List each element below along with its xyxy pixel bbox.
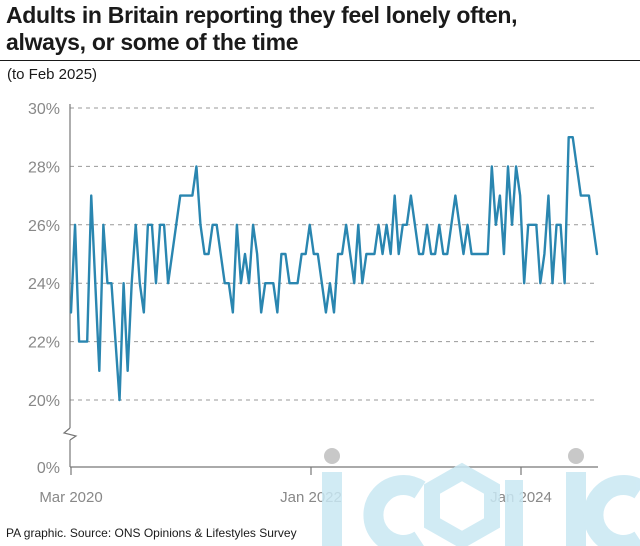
x-axis-labels: Mar 2020 Jan 2022 Jan 2024 bbox=[39, 489, 552, 506]
y-tick-label-0: 0% bbox=[37, 460, 60, 477]
x-tick-label-2: Jan 2024 bbox=[490, 489, 552, 506]
y-tick-label-24: 24% bbox=[28, 276, 60, 293]
y-axis-labels: 20% 22% 24% 26% 28% 30% 0% bbox=[28, 101, 60, 477]
gridlines bbox=[70, 107, 598, 401]
chart-title: Adults in Britain reporting they feel lo… bbox=[6, 2, 636, 56]
chart-subtitle: (to Feb 2025) bbox=[7, 66, 98, 83]
series-lines bbox=[69, 135, 599, 402]
y-tick-label-28: 28% bbox=[28, 159, 60, 176]
y-tick-label-26: 26% bbox=[28, 218, 60, 235]
chart-title-line-1: Adults in Britain reporting they feel lo… bbox=[6, 2, 518, 28]
title-divider bbox=[0, 60, 640, 61]
chart-title-line-2: always, or some of the time bbox=[6, 29, 299, 55]
source-note: PA graphic. Source: ONS Opinions & Lifes… bbox=[6, 526, 297, 540]
series-line-0 bbox=[69, 135, 599, 402]
axes bbox=[62, 104, 598, 475]
x-tick-label-0: Mar 2020 bbox=[39, 489, 102, 506]
y-tick-label-20: 20% bbox=[28, 393, 60, 410]
y-tick-label-22: 22% bbox=[28, 335, 60, 352]
y-axis-break bbox=[62, 427, 78, 441]
x-tick-label-1: Jan 2022 bbox=[280, 489, 342, 506]
y-tick-label-30: 30% bbox=[28, 101, 60, 118]
